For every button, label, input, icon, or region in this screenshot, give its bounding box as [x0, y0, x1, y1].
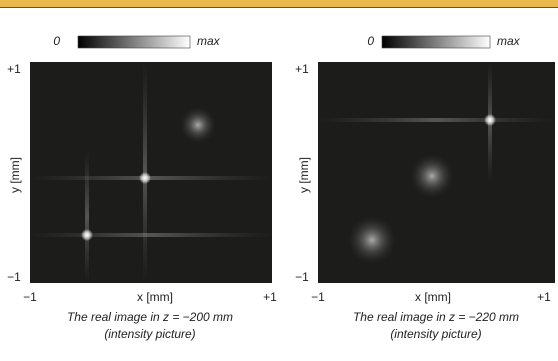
- caption: The real image in z = −220 mm: [353, 310, 519, 324]
- spots: [318, 62, 555, 264]
- y-tick: −1: [7, 270, 21, 284]
- y-label: y [mm]: [297, 157, 311, 193]
- x-tick: +1: [263, 290, 277, 304]
- y-label: y [mm]: [8, 157, 22, 193]
- caption: (intensity picture): [104, 327, 195, 341]
- caption: The real image in z = −200 mm: [67, 310, 233, 324]
- x-tick: +1: [537, 290, 551, 304]
- y-tick: +1: [295, 62, 309, 76]
- x-tick: −1: [311, 290, 325, 304]
- x-tick: −1: [23, 290, 37, 304]
- colorbar-min: 0: [367, 34, 374, 48]
- colorbar: [77, 35, 191, 49]
- top-bar: [0, 0, 558, 7]
- intensity-image: [30, 62, 272, 283]
- x-label: x [mm]: [137, 290, 173, 304]
- y-tick: −1: [295, 270, 309, 284]
- colorbar: [381, 35, 491, 49]
- caption: (intensity picture): [390, 327, 481, 341]
- y-tick: +1: [7, 62, 21, 76]
- colorbar-max: max: [197, 34, 221, 48]
- colorbar-min: 0: [53, 34, 60, 48]
- x-label: x [mm]: [415, 290, 451, 304]
- colorbar-max: max: [497, 34, 521, 48]
- spots: [30, 62, 272, 283]
